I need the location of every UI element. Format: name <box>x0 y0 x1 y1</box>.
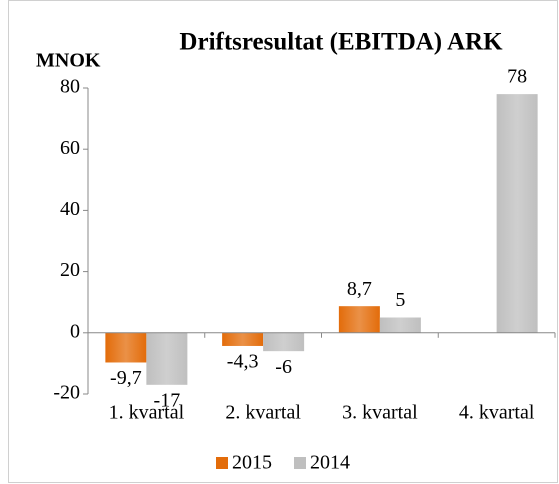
legend-swatch <box>216 457 228 469</box>
legend-label: 2015 <box>232 452 272 474</box>
value-label: -9,7 <box>110 367 142 389</box>
chart-frame <box>8 0 558 483</box>
bar <box>146 332 188 385</box>
x-tick-label: 4. kvartal <box>459 402 535 424</box>
y-tick-label: 20 <box>60 259 80 281</box>
value-label: 78 <box>507 66 527 88</box>
x-tick-label: 1. kvartal <box>109 402 185 424</box>
value-label: 5 <box>395 289 405 311</box>
bar <box>105 332 147 363</box>
value-label: -17 <box>154 389 181 411</box>
y-axis-label: MNOK <box>36 50 101 72</box>
bar <box>222 332 264 346</box>
bar <box>263 332 305 352</box>
value-label: -4,3 <box>227 351 259 373</box>
y-tick-label: 60 <box>60 137 80 159</box>
bar <box>338 306 380 333</box>
x-tick-label: 3. kvartal <box>342 402 418 424</box>
chart-title: Driftsresultat (EBITDA) ARK <box>179 29 503 56</box>
y-tick-label: 40 <box>60 198 80 220</box>
legend-swatch <box>294 457 306 469</box>
value-label: 8,7 <box>347 278 372 300</box>
bar <box>379 317 421 333</box>
x-tick-label: 2. kvartal <box>225 402 301 424</box>
bar <box>496 94 538 333</box>
y-tick-label: -20 <box>53 382 80 404</box>
y-tick-label: 0 <box>70 320 80 342</box>
value-label: -6 <box>275 356 292 378</box>
legend-label: 2014 <box>310 452 350 474</box>
y-tick-label: 80 <box>60 76 80 98</box>
